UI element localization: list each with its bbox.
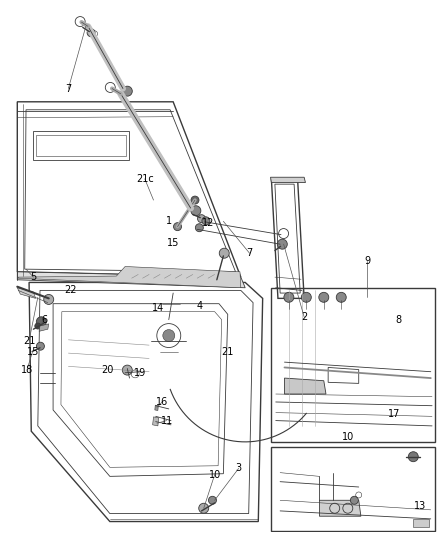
Text: 1: 1 (166, 216, 172, 227)
Text: 18: 18 (21, 365, 33, 375)
Text: 13: 13 (414, 500, 426, 511)
Text: 7: 7 (247, 248, 253, 258)
Text: 22: 22 (64, 285, 77, 295)
Text: 14: 14 (152, 303, 164, 313)
Text: 3: 3 (236, 463, 242, 473)
Polygon shape (413, 519, 429, 527)
Text: 6: 6 (41, 314, 47, 325)
Text: 5: 5 (30, 272, 36, 282)
Text: 9: 9 (364, 256, 371, 266)
Circle shape (163, 329, 175, 342)
Circle shape (208, 496, 216, 504)
Polygon shape (17, 272, 245, 288)
Circle shape (87, 29, 95, 37)
Polygon shape (152, 417, 159, 426)
Polygon shape (271, 177, 305, 183)
Polygon shape (18, 266, 241, 288)
Circle shape (36, 317, 46, 327)
Circle shape (173, 223, 181, 231)
Text: 7: 7 (65, 84, 71, 93)
Circle shape (336, 292, 346, 302)
Text: 15: 15 (27, 346, 39, 357)
Circle shape (408, 452, 418, 462)
Polygon shape (285, 378, 326, 394)
Polygon shape (319, 500, 361, 516)
Circle shape (219, 248, 229, 258)
Circle shape (277, 239, 287, 249)
Text: 11: 11 (160, 416, 173, 425)
Circle shape (319, 292, 329, 302)
Text: 8: 8 (395, 314, 401, 325)
Text: 12: 12 (202, 218, 214, 228)
Text: 10: 10 (208, 470, 221, 480)
Circle shape (44, 294, 54, 304)
Text: 4: 4 (196, 301, 202, 311)
Circle shape (191, 206, 201, 216)
Polygon shape (17, 288, 35, 298)
Polygon shape (155, 405, 158, 410)
Circle shape (191, 196, 199, 204)
Polygon shape (39, 324, 49, 332)
Circle shape (35, 323, 41, 329)
Circle shape (284, 292, 294, 302)
Circle shape (301, 292, 311, 302)
Circle shape (198, 215, 205, 223)
Text: 21c: 21c (136, 174, 154, 184)
Text: 20: 20 (102, 365, 114, 375)
Circle shape (195, 224, 203, 232)
Circle shape (202, 217, 210, 225)
Text: 16: 16 (156, 397, 168, 407)
Circle shape (199, 503, 208, 513)
Text: 21: 21 (222, 346, 234, 357)
Circle shape (122, 86, 132, 96)
Text: 19: 19 (134, 368, 147, 378)
Text: 21: 21 (23, 336, 35, 346)
Text: 15: 15 (167, 238, 179, 248)
Circle shape (36, 342, 44, 350)
Text: 2: 2 (301, 312, 307, 322)
Circle shape (122, 365, 132, 375)
Circle shape (350, 496, 358, 504)
Text: 17: 17 (388, 409, 400, 419)
Text: 10: 10 (342, 432, 354, 441)
